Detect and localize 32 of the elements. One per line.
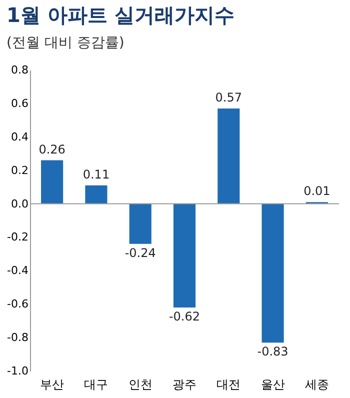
chart-subtitle: (전월 대비 증감률) [6,35,124,51]
bar [262,204,284,343]
x-tick-label: 세종 [304,378,329,392]
bar [129,204,152,244]
y-tick-label: -0.8 [7,331,28,344]
y-tick-label: -1.0 [7,364,28,378]
data-label: 0.11 [82,167,110,182]
x-tick-label: 광주 [172,378,196,392]
y-tick-label: 0.0 [11,197,28,210]
x-tick-label: 울산 [260,378,285,392]
bar [218,108,240,204]
data-label: 0.26 [38,142,66,156]
x-tick-label: 부산 [40,378,64,392]
bar [85,185,108,204]
y-tick-label: 0.4 [11,130,28,144]
x-tick-label: 대구 [84,378,108,392]
data-label: 0.01 [304,184,330,198]
x-tick-label: 인천 [128,378,152,392]
x-tick-label: 대전 [216,378,241,392]
data-label: -0.83 [257,344,288,359]
y-tick-label: 0.2 [11,164,28,177]
bar [41,160,64,204]
y-tick-label: -0.2 [7,230,28,244]
y-tick-label: 0.8 [11,64,28,76]
y-tick-label: -0.6 [7,298,28,311]
y-tick-label: 0.6 [11,96,28,110]
y-tick-label: -0.4 [7,264,28,278]
data-label: -0.62 [168,309,200,324]
bar [173,204,196,308]
data-label: 0.57 [215,90,242,104]
data-label: -0.24 [124,246,156,260]
chart-title: 1월 아파트 실거래가지수 [6,3,234,27]
